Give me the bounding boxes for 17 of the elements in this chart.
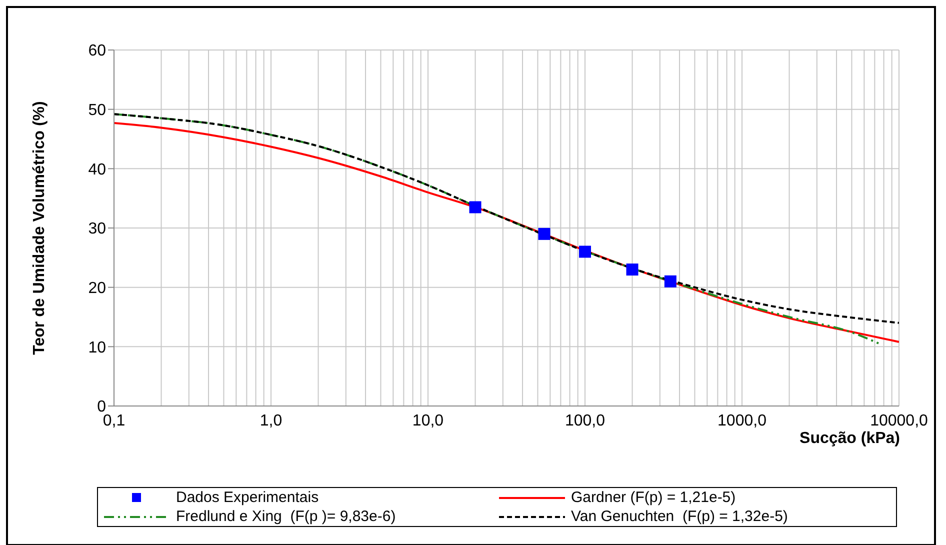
legend-label: Dados Experimentais — [176, 489, 319, 506]
y-tick-label: 40 — [88, 161, 106, 178]
y-tick-label: 20 — [88, 280, 106, 298]
y-axis-title: Teor de Umidade Volumétrico (%) — [31, 101, 49, 355]
x-tick-label: 1,0 — [260, 412, 282, 430]
legend-label: Gardner (F(p) = 1,21e-5) — [571, 489, 736, 506]
x-tick-label: 10000,0 — [870, 412, 928, 430]
y-tick-label: 10 — [88, 339, 106, 356]
x-tick-label: 10,0 — [412, 412, 444, 430]
x-axis-title: Sucção (kPa) — [800, 430, 900, 448]
y-tick-label: 60 — [88, 42, 106, 60]
y-tick-label: 30 — [88, 220, 106, 238]
legend-label: Fredlund e Xing (F(p )= 9,83e-6) — [176, 508, 396, 525]
y-tick-label: 50 — [88, 102, 106, 120]
x-tick-label: 1000,0 — [718, 412, 767, 430]
legend-label: Van Genuchten (F(p) = 1,32e-5) — [571, 508, 788, 525]
x-tick-label: 100,0 — [564, 412, 606, 430]
